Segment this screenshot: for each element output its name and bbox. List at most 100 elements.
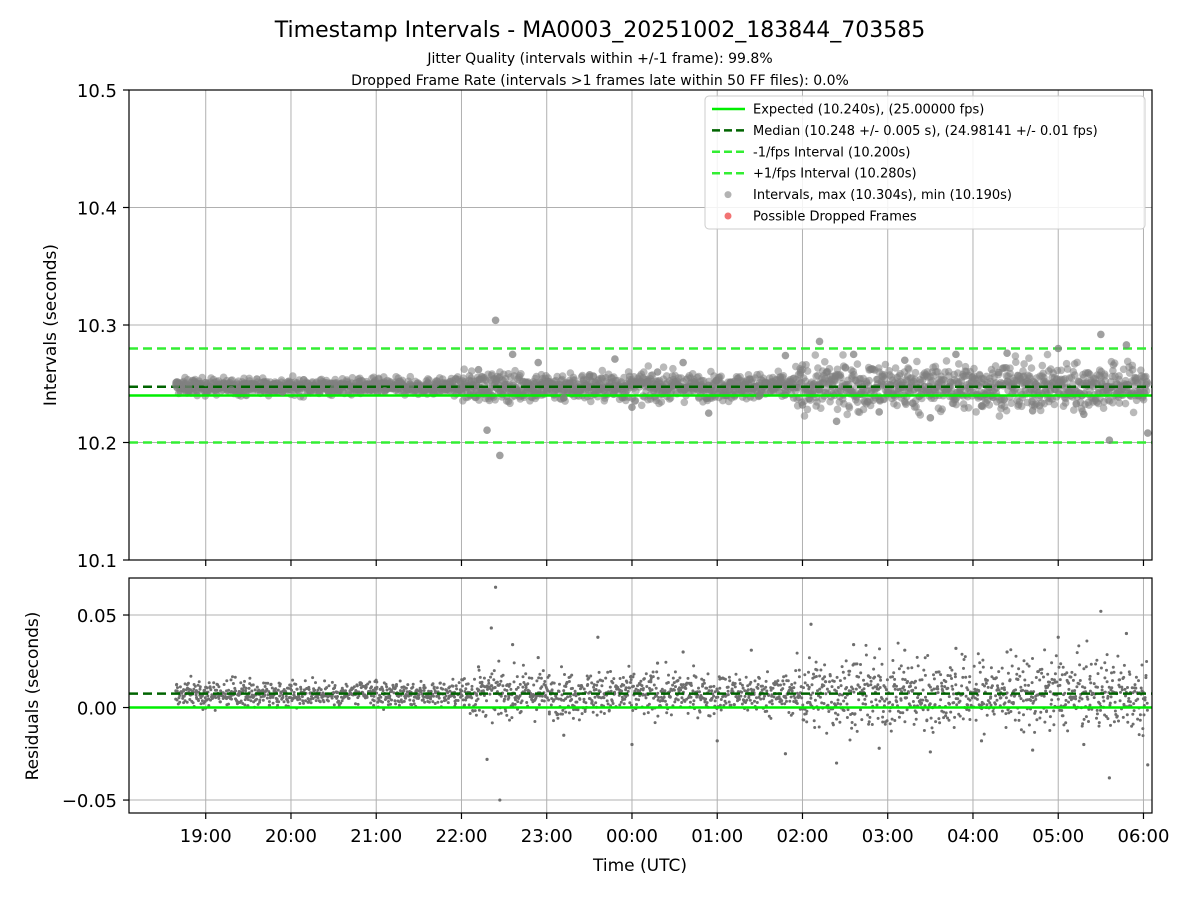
residual-cloud-point: [537, 703, 541, 707]
residual-point-30: [979, 739, 984, 743]
residual-cloud-point: [1048, 729, 1052, 732]
residual-cloud-point: [1088, 674, 1092, 678]
residual-cloud-point: [394, 702, 398, 706]
residual-point-32: [1031, 748, 1035, 752]
residual-cloud-point: [560, 693, 564, 697]
residual-cloud-point: [813, 698, 817, 702]
residual-cloud-point: [856, 683, 860, 687]
residual-cloud-point: [1070, 689, 1074, 693]
residual-cloud-point: [761, 684, 764, 688]
residual-cloud-point: [490, 672, 494, 676]
residual-point-31: [1005, 650, 1009, 654]
interval-cloud-point: [1025, 354, 1033, 363]
residual-cloud-point: [546, 689, 550, 693]
interval-point-32: [849, 350, 858, 359]
residual-cloud-point: [929, 716, 933, 720]
residual-cloud-point: [1038, 678, 1042, 682]
residual-cloud-point: [313, 688, 317, 692]
residual-cloud-point: [883, 722, 887, 726]
residual-cloud-point: [912, 722, 916, 726]
residual-cloud-point: [1043, 648, 1047, 652]
residual-cloud-point: [783, 702, 787, 706]
residual-cloud-point: [632, 684, 635, 688]
residual-cloud-point: [946, 674, 950, 677]
interval-cloud-point: [837, 373, 845, 382]
residual-cloud-point: [422, 683, 426, 687]
interval-point-9: [380, 387, 389, 395]
residual-cloud-point: [306, 697, 310, 701]
residual-cloud-point: [851, 687, 855, 691]
residual-cloud-point: [330, 680, 334, 684]
residual-cloud-point: [457, 681, 461, 685]
residual-cloud-point: [797, 668, 801, 672]
residual-cloud-point: [681, 683, 685, 687]
residual-cloud-point: [255, 697, 259, 701]
residual-cloud-point: [1007, 699, 1011, 703]
legend-label-0: Expected (10.240s), (25.00000 fps): [753, 103, 984, 118]
residual-cloud-point: [601, 679, 605, 683]
residual-cloud-point: [656, 714, 660, 718]
residual-cloud-point: [825, 731, 829, 735]
residual-cloud-point: [340, 699, 344, 703]
interval-point-33: [875, 408, 883, 416]
residual-cloud-point: [1095, 658, 1099, 662]
residual-cloud-point: [781, 679, 785, 683]
residual-cloud-point: [534, 696, 538, 700]
residual-cloud-point: [932, 673, 935, 677]
residual-cloud-point: [207, 681, 211, 685]
residual-cloud-point: [1031, 696, 1035, 699]
residual-cloud-point: [333, 686, 337, 690]
interval-point-29: [798, 401, 807, 409]
residual-cloud-point: [327, 684, 331, 688]
residual-cloud-point: [764, 685, 768, 689]
residual-cloud-point: [940, 684, 944, 688]
residual-cloud-point: [369, 694, 373, 698]
residual-cloud-point: [595, 713, 599, 717]
residual-cloud-point: [564, 697, 568, 701]
residual-cloud-point: [835, 675, 839, 679]
residuals-outlier-points: [174, 585, 1150, 802]
residual-cloud-point: [744, 675, 748, 679]
residual-cloud-point: [590, 700, 594, 704]
residual-point-18: [655, 661, 660, 665]
residual-cloud-point: [866, 713, 870, 717]
residual-cloud-point: [733, 682, 737, 685]
residual-cloud-point: [709, 685, 713, 689]
residual-cloud-point: [499, 679, 503, 683]
interval-point-5: [278, 388, 287, 396]
x-tick-label-5: 00:00: [606, 826, 658, 847]
residual-cloud-point: [1139, 686, 1143, 690]
residual-cloud-point: [665, 703, 669, 707]
residual-cloud-point: [825, 687, 829, 691]
chart-title: Timestamp Intervals - MA0003_20251002_18…: [274, 18, 925, 43]
residual-cloud-point: [470, 684, 474, 688]
residual-cloud-point: [731, 690, 735, 694]
residual-cloud-point: [453, 702, 457, 706]
residual-cloud-point: [975, 697, 979, 701]
residual-cloud-point: [966, 703, 970, 707]
residual-cloud-point: [746, 688, 750, 692]
residual-cloud-point: [463, 690, 467, 693]
residual-cloud-point: [792, 686, 796, 690]
residual-cloud-point: [769, 716, 773, 720]
residual-cloud-point: [1015, 672, 1019, 676]
residual-cloud-point: [1096, 672, 1100, 676]
residual-cloud-point: [668, 695, 672, 699]
residual-cloud-point: [214, 696, 218, 700]
residual-cloud-point: [1050, 661, 1054, 665]
residual-cloud-point: [192, 687, 196, 691]
residual-cloud-point: [1010, 664, 1014, 668]
residual-cloud-point: [1092, 682, 1096, 686]
residual-cloud-point: [323, 679, 327, 683]
residual-cloud-point: [1131, 722, 1135, 726]
residual-cloud-point: [277, 700, 281, 704]
residual-cloud-point: [909, 684, 912, 688]
residual-cloud-point: [939, 698, 943, 702]
residual-cloud-point: [1003, 701, 1007, 705]
residual-cloud-point: [996, 684, 999, 688]
residual-cloud-point: [803, 673, 807, 677]
residual-cloud-point: [967, 708, 971, 712]
residual-point-33: [1056, 635, 1060, 639]
residual-cloud-point: [521, 663, 525, 667]
residual-cloud-point: [678, 676, 682, 680]
